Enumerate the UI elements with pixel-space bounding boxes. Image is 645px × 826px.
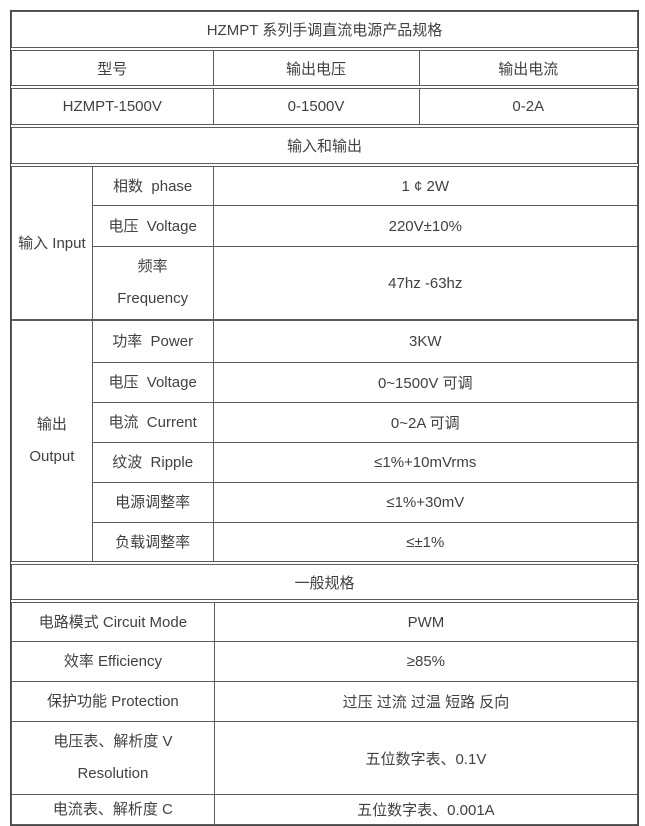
row-label: 电流表、解析度 C — [11, 794, 215, 825]
io-spec-section: 输入 Input 相数 phase 1 ¢ 2W 电压 Voltage 220V… — [11, 166, 639, 562]
model-header-row: 型号 输出电压 输出电流 — [11, 50, 639, 86]
column-header-model: 型号 — [11, 50, 214, 86]
spec-row-voltmeter-resolution: 电压表、解析度 V Resolution 五位数字表、0.1V — [11, 721, 639, 795]
row-label: 相数 phase — [91, 166, 214, 206]
title-section: HZMPT 系列手调直流电源产品规格 — [11, 11, 638, 48]
spec-row-input-voltage: 电压 Voltage 220V±10% — [12, 205, 639, 247]
spec-row-load-regulation: 负载调整率 ≤±1% — [12, 522, 639, 562]
general-heading-row: 一般规格 — [11, 564, 638, 600]
row-label: 保护功能 Protection — [11, 681, 215, 722]
row-value: 3KW — [212, 319, 639, 363]
row-label: 电压表、解析度 V Resolution — [11, 721, 215, 795]
row-value: ≤1%+30mV — [212, 482, 639, 523]
title-row: HZMPT 系列手调直流电源产品规格 — [11, 11, 638, 48]
spec-row-line-regulation: 电源调整率 ≤1%+30mV — [12, 482, 639, 523]
spec-row-circuit-mode: 电路模式 Circuit Mode PWM — [11, 602, 639, 642]
row-value: 过压 过流 过温 短路 反向 — [213, 681, 639, 722]
row-value: 220V±10% — [212, 205, 639, 247]
row-label: 效率 Efficiency — [11, 641, 215, 682]
row-value: 1 ¢ 2W — [212, 166, 639, 206]
column-header-output-current: 输出电流 — [418, 50, 639, 86]
spec-row-frequency: 频率 Frequency 47hz -63hz — [12, 246, 639, 321]
spec-row-power: 输出 Output 功率 Power 3KW — [11, 319, 639, 562]
spec-row-ammeter-resolution: 电流表、解析度 C 五位数字表、0.001A — [11, 794, 639, 825]
row-value: ≤1%+10mVrms — [212, 442, 639, 483]
spec-table-frame: HZMPT 系列手调直流电源产品规格 型号 输出电压 输出电流 HZMPT-15… — [10, 10, 639, 826]
row-value: ≥85% — [213, 641, 639, 682]
row-label: 电压 Voltage — [91, 205, 214, 247]
spec-row-phase: 输入 Input 相数 phase 1 ¢ 2W — [11, 166, 639, 321]
spec-row-protection: 保护功能 Protection 过压 过流 过温 短路 反向 — [11, 681, 639, 722]
model-data-section: HZMPT-1500V 0-1500V 0-2A — [11, 88, 639, 125]
row-value: 47hz -63hz — [212, 246, 639, 321]
row-value: ≤±1% — [212, 522, 639, 562]
row-label: 电压 Voltage — [91, 362, 214, 403]
spec-row-output-voltage: 电压 Voltage 0~1500V 可调 — [12, 362, 639, 403]
row-label: 频率 Frequency — [91, 246, 214, 321]
io-heading-row: 输入和输出 — [11, 127, 638, 164]
row-value: PWM — [213, 602, 639, 642]
row-label: 电源调整率 — [91, 482, 214, 523]
general-spec-section: 电路模式 Circuit Mode PWM 效率 Efficiency ≥85%… — [11, 602, 639, 825]
row-value: 五位数字表、0.001A — [213, 794, 639, 825]
io-section-heading: 输入和输出 — [11, 127, 638, 164]
general-section-heading: 一般规格 — [11, 564, 638, 600]
row-label: 纹波 Ripple — [91, 442, 214, 483]
output-voltage-value: 0-1500V — [212, 88, 420, 125]
row-value: 0~1500V 可调 — [212, 362, 639, 403]
model-data-row: HZMPT-1500V 0-1500V 0-2A — [11, 88, 639, 125]
page-title: HZMPT 系列手调直流电源产品规格 — [11, 11, 638, 48]
row-label: 功率 Power — [91, 319, 214, 363]
spec-row-ripple: 纹波 Ripple ≤1%+10mVrms — [12, 442, 639, 483]
row-label: 电路模式 Circuit Mode — [11, 602, 215, 642]
row-label: 负载调整率 — [91, 522, 214, 562]
output-current-value: 0-2A — [418, 88, 639, 125]
general-heading-section: 一般规格 — [11, 564, 638, 600]
row-label: 电流 Current — [91, 402, 214, 443]
io-heading-section: 输入和输出 — [11, 127, 638, 164]
model-name-value: HZMPT-1500V — [11, 88, 214, 125]
output-group-label: 输出 Output — [11, 319, 93, 562]
input-group-label: 输入 Input — [11, 166, 93, 321]
spec-row-output-current: 电流 Current 0~2A 可调 — [12, 402, 639, 443]
spec-row-efficiency: 效率 Efficiency ≥85% — [11, 641, 639, 682]
row-value: 0~2A 可调 — [212, 402, 639, 443]
model-header-section: 型号 输出电压 输出电流 — [11, 50, 639, 86]
row-value: 五位数字表、0.1V — [213, 721, 639, 795]
column-header-output-voltage: 输出电压 — [212, 50, 420, 86]
